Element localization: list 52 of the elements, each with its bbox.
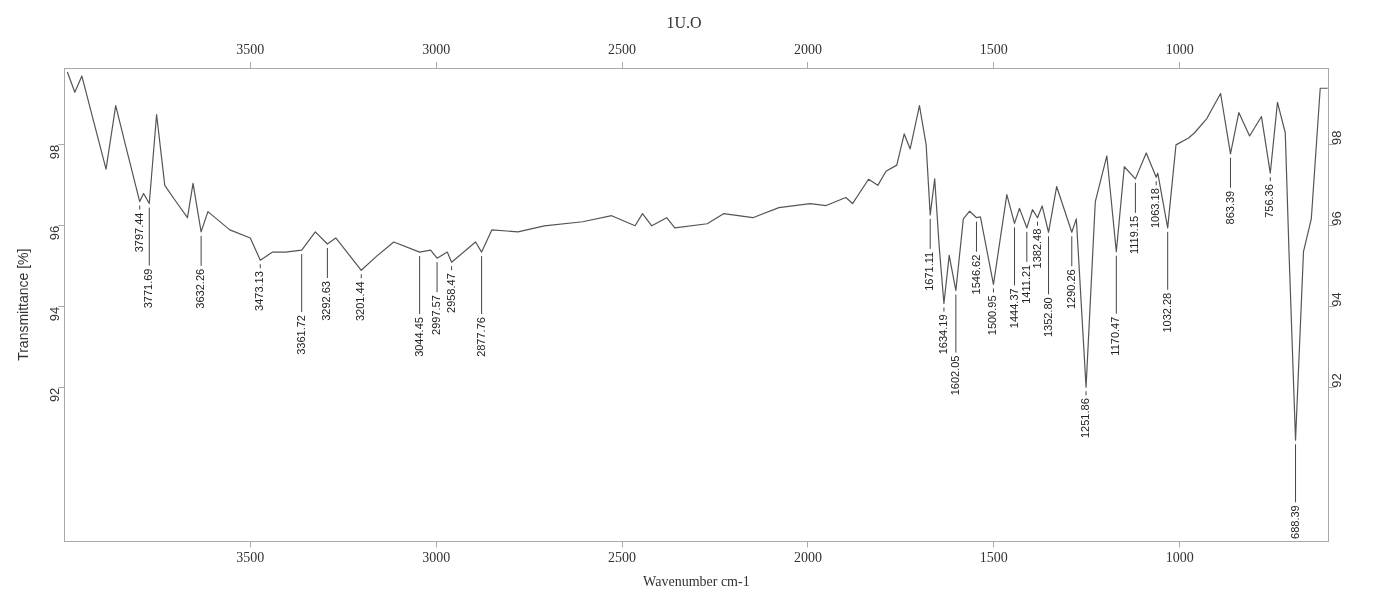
annotation: 1251.86 (1079, 398, 1092, 439)
annotation: 2958.47 (444, 273, 457, 313)
annotation: 3361.72 (294, 315, 307, 355)
annotation: 688.39 (1288, 505, 1301, 539)
x-tick-label: 2000 (793, 550, 822, 566)
x-tick-label: 1000 (1165, 550, 1194, 566)
annotation: 1352.80 (1041, 297, 1054, 338)
annotation: 1290.26 (1064, 269, 1077, 310)
y2-tick-label: 96 (1328, 211, 1344, 226)
annotation: 1119.15 (1128, 215, 1141, 255)
annotation: 756.36 (1263, 184, 1276, 218)
annotation: 1546.62 (969, 254, 982, 295)
annotation: 863.39 (1223, 190, 1236, 225)
chart-title: 1U.O (666, 13, 702, 31)
annotation: 3771.69 (142, 268, 155, 309)
x2-tick-label: 3500 (236, 42, 265, 58)
x2-tick-label: 1000 (1165, 42, 1194, 58)
x-tick-label: 2500 (608, 550, 637, 566)
x2-tick-label: 1500 (979, 42, 1008, 58)
y-axis-title: Transmittance [%] (15, 248, 32, 361)
annotation: 3044.45 (412, 317, 425, 357)
annotation: 1063.18 (1149, 188, 1162, 229)
annotation: 1500.95 (986, 295, 999, 336)
y-tick-label: 98 (46, 144, 62, 160)
annotation: 1444.37 (1007, 288, 1020, 329)
annotation: 1602.05 (948, 355, 961, 396)
annotation: 3201.44 (354, 281, 367, 322)
y2-tick-label: 94 (1328, 292, 1344, 307)
x2-tick-label: 3000 (422, 42, 451, 58)
y-tick-label: 96 (46, 225, 62, 241)
x-tick-label: 3500 (236, 550, 265, 566)
annotation: 1411.21 (1019, 264, 1032, 304)
y-tick-label: 94 (46, 306, 62, 322)
annotation: 1671.11 (923, 251, 936, 291)
annotation: 1170.47 (1109, 316, 1122, 356)
annotation: 1382.48 (1030, 228, 1043, 269)
annotation: 3292.63 (320, 281, 333, 321)
annotation: 3473.13 (253, 271, 266, 311)
y-tick-label: 92 (46, 387, 62, 403)
x-tick-label: 3000 (422, 550, 451, 566)
annotation: 3797.44 (132, 212, 145, 253)
annotation: 1634.19 (936, 314, 949, 355)
annotation: 2997.57 (430, 295, 443, 335)
annotation: 2877.76 (474, 317, 487, 357)
y2-tick-label: 98 (1328, 130, 1344, 145)
x-axis-title: Wavenumber cm-1 (643, 574, 750, 590)
annotation: 1032.28 (1160, 292, 1173, 333)
x2-tick-label: 2000 (793, 42, 822, 58)
x2-tick-label: 2500 (608, 42, 637, 58)
annotation: 3632.26 (194, 268, 207, 309)
x-tick-label: 1500 (979, 550, 1008, 566)
y2-tick-label: 92 (1328, 373, 1344, 388)
